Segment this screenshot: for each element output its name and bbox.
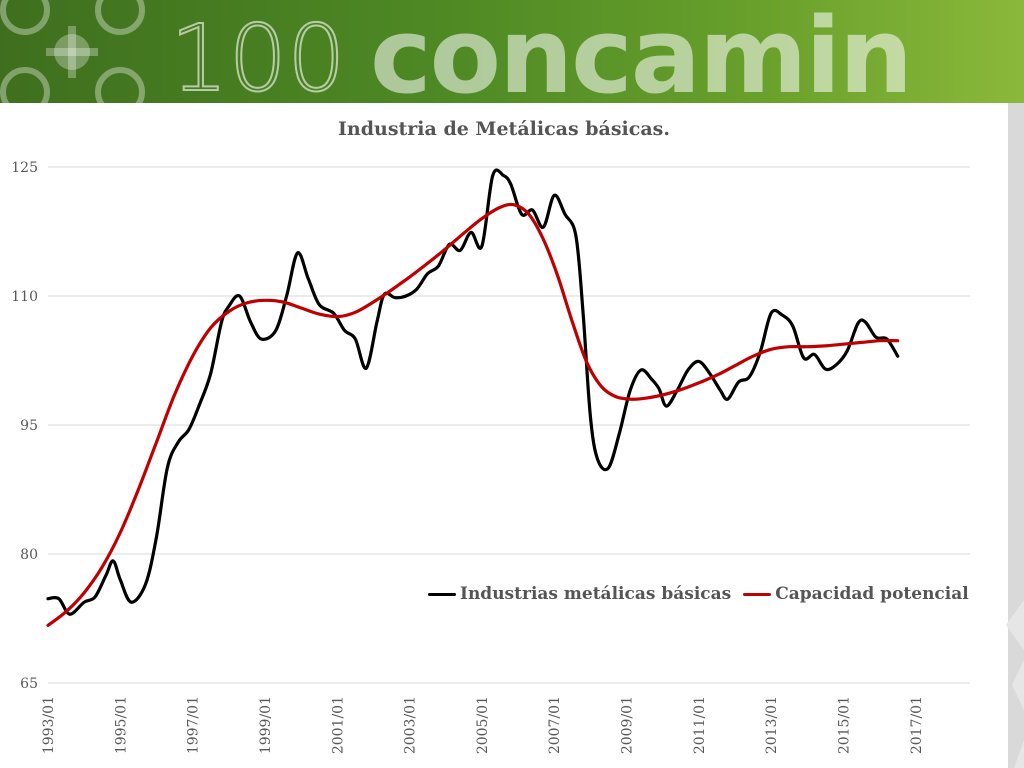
x-tick-label: 2003/01 (403, 696, 419, 754)
y-tick-label: 125 (11, 160, 38, 176)
x-axis-ticks: 1993/01 1995/01 1997/01 1999/01 2001/01 2003/… (41, 696, 925, 754)
y-axis-ticks: 65 80 95 110 125 (11, 160, 38, 692)
legend-swatch-potential (743, 592, 772, 596)
side-decoration-icon (1006, 600, 1024, 768)
gridlines (48, 166, 970, 684)
x-tick-label: 1997/01 (186, 696, 202, 754)
legend-item-potential: Capacidad potencial (743, 584, 969, 604)
gear-icon (46, 26, 98, 78)
x-tick-label: 2007/01 (547, 696, 563, 754)
chart-title: Industria de Metálicas básicas. (338, 118, 670, 140)
series-lines (46, 168, 900, 627)
legend-item-actual: Industrias metálicas básicas (428, 584, 731, 604)
gear-pattern-icon (0, 0, 145, 103)
y-tick-label: 110 (11, 289, 38, 305)
x-tick-label: 1999/01 (258, 696, 274, 754)
x-tick-label: 2005/01 (475, 696, 491, 754)
chart-area (0, 103, 1008, 768)
slide-edge (1008, 103, 1024, 768)
x-tick-label: 1993/01 (41, 696, 57, 754)
header-banner: 100 concamin (0, 0, 1024, 103)
series-line-industrias-metalicas (46, 168, 900, 616)
x-tick-label: 2013/01 (764, 696, 780, 754)
x-tick-label: 2015/01 (836, 696, 852, 754)
series-line-capacidad-potencial (46, 202, 900, 627)
legend-label-actual: Industrias metálicas básicas (460, 584, 732, 604)
y-tick-label: 65 (20, 676, 38, 692)
legend-label-potential: Capacidad potencial (775, 584, 969, 604)
x-tick-label: 1995/01 (113, 696, 129, 754)
logo-number: 100 (170, 5, 346, 103)
legend: Industrias metálicas básicas Capacidad p… (428, 584, 981, 604)
legend-swatch-actual (428, 592, 456, 596)
x-tick-label: 2011/01 (692, 696, 708, 754)
y-tick-label: 80 (20, 547, 38, 563)
concamin-logo: 100 concamin (0, 0, 913, 103)
logo-text: concamin (370, 0, 911, 103)
x-tick-label: 2009/01 (620, 696, 636, 754)
x-tick-label: 2017/01 (909, 696, 925, 754)
x-tick-label: 2001/01 (330, 696, 346, 754)
y-tick-label: 95 (20, 418, 38, 434)
